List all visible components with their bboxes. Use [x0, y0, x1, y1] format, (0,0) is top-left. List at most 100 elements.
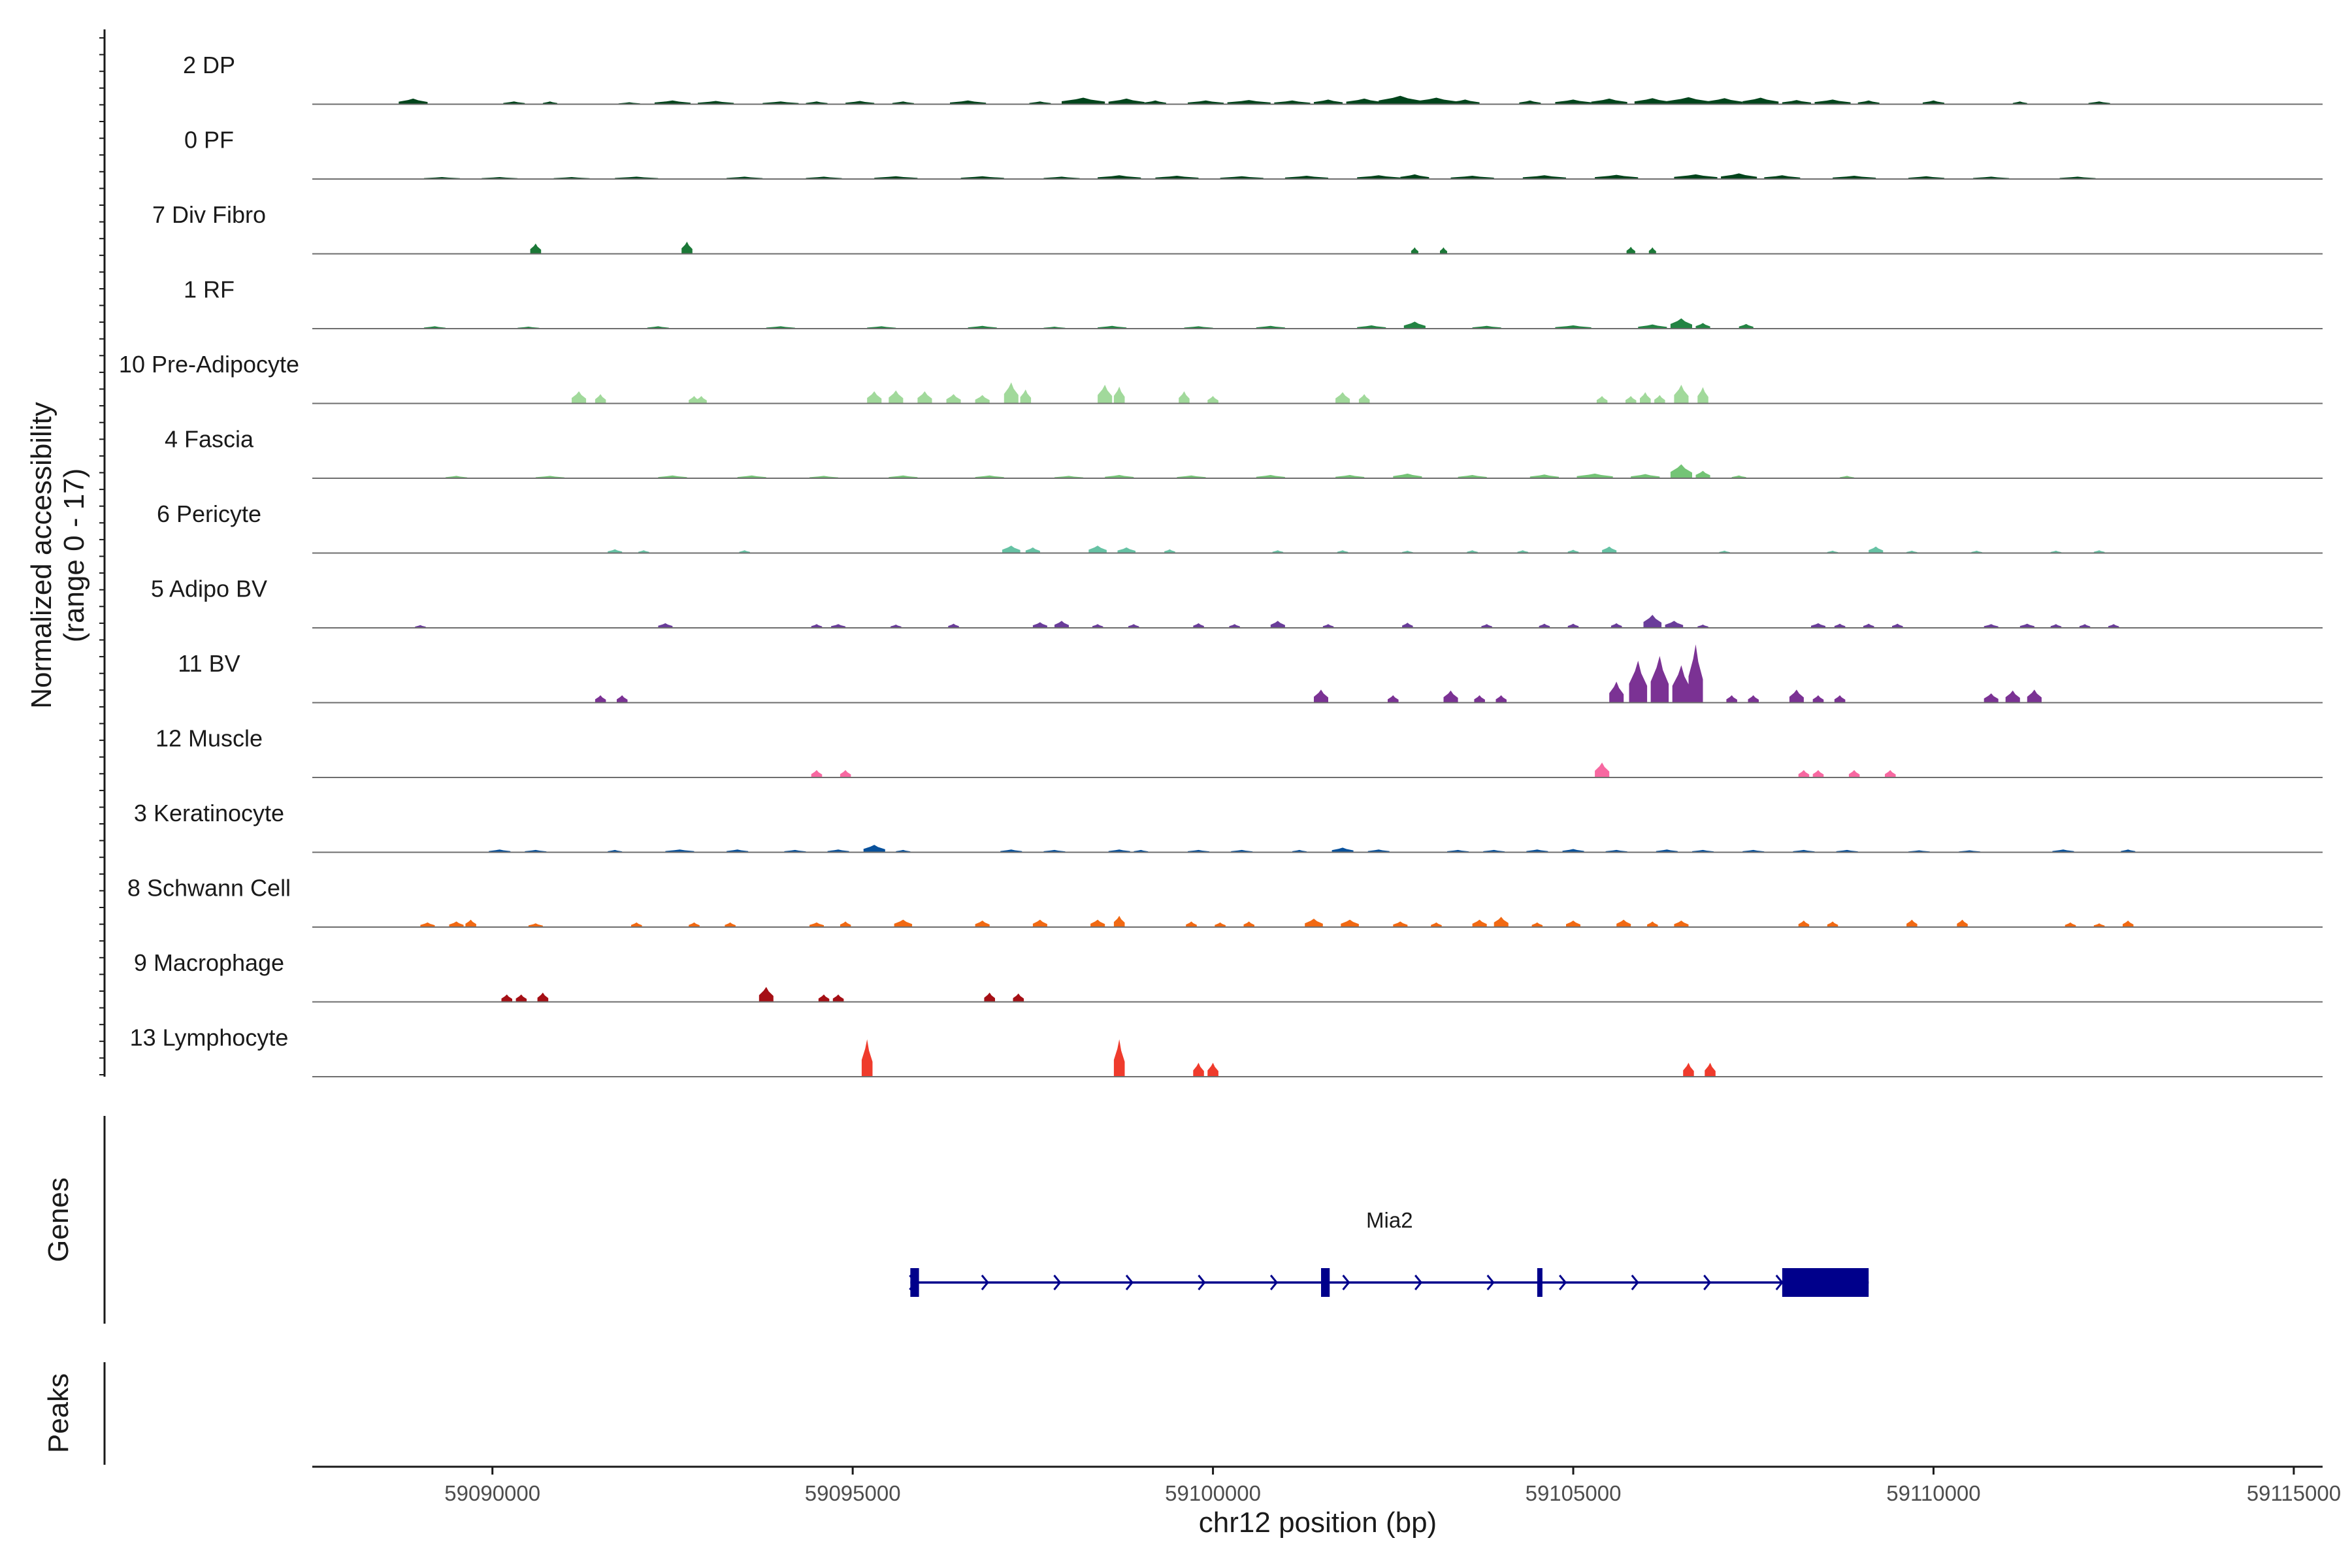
coverage-peak — [1906, 919, 1918, 927]
track-10: 3 Keratinocyte — [134, 800, 2323, 853]
coverage-peak — [1229, 624, 1240, 628]
track-label: 2 DP — [183, 52, 235, 78]
coverage-peak — [739, 550, 750, 553]
coverage-peak — [1164, 549, 1175, 553]
coverage-peak — [1472, 919, 1487, 927]
coverage-peak — [1648, 247, 1656, 254]
coverage-peak — [1314, 99, 1343, 105]
coverage-peak — [818, 994, 830, 1002]
coverage-peak — [2065, 922, 2076, 927]
strand-arrow — [1053, 1275, 1062, 1290]
coverage-peak — [892, 101, 914, 105]
track-label: 8 Schwann Cell — [127, 875, 291, 902]
coverage-peak — [631, 922, 642, 927]
coverage-peak — [1494, 917, 1509, 927]
coverage-peak — [465, 919, 476, 927]
coverage-peak — [1388, 695, 1399, 703]
coverage-peak — [2050, 624, 2062, 628]
gene-exon — [1537, 1268, 1543, 1297]
coverage-peak — [1656, 849, 1678, 853]
y-axis-ticks — [99, 37, 105, 1075]
strand-arrow — [1631, 1275, 1639, 1290]
x-axis: 59090000 59095000 59100000 59105000 59110000… — [312, 1465, 2341, 1539]
coverage-peak — [1531, 922, 1543, 927]
coverage-peak — [1256, 325, 1285, 329]
coverage-peak — [1305, 919, 1323, 927]
coverage-peak — [1414, 97, 1458, 105]
coverage-peak — [1105, 475, 1134, 478]
coverage-peak — [1243, 921, 1254, 927]
coverage-peak — [1467, 550, 1478, 553]
coverage-peak — [449, 921, 464, 927]
track-13: 13 Lymphocyte — [130, 1024, 2323, 1077]
coverage-peak — [1331, 847, 1354, 853]
coverage-peak — [1595, 174, 1639, 179]
coverage-peak — [894, 919, 913, 927]
coverage-peak — [1957, 919, 1968, 927]
coverage-peak — [1113, 915, 1125, 927]
coverage-peak — [608, 549, 623, 553]
track-label: 6 Pericyte — [157, 500, 261, 527]
coverage-peak — [1529, 474, 1559, 478]
coverage-peak — [1567, 623, 1579, 628]
coverage-peak — [689, 922, 700, 927]
gene-exon — [910, 1268, 919, 1297]
coverage-peak — [1025, 547, 1040, 553]
strand-arrow — [1414, 1275, 1423, 1290]
coverage-peak — [1814, 99, 1851, 105]
coverage-peak — [1731, 475, 1746, 478]
track-label: 9 Macrophage — [134, 949, 284, 976]
genes-track-label: Genes — [42, 1177, 74, 1262]
coverage-peak — [420, 922, 435, 927]
strand-arrow — [981, 1275, 989, 1290]
coverage-peak — [1522, 175, 1566, 179]
coverage-peak — [1643, 615, 1662, 628]
coverage-peak — [515, 994, 527, 1002]
coverage-peak — [2123, 921, 2134, 927]
track-0: 2 DP — [183, 52, 2323, 105]
track-label: 1 RF — [184, 276, 235, 303]
coverage-peak — [1634, 98, 1671, 105]
coverage-peak — [1848, 770, 1860, 777]
coverage-peak — [811, 624, 823, 628]
coverage-peak — [1672, 665, 1691, 703]
coverage-peak — [960, 176, 1004, 179]
coverage-peak — [1270, 621, 1285, 628]
coverage-peak — [2093, 923, 2105, 927]
coverage-peak — [840, 770, 851, 777]
coverage-peak — [1128, 624, 1139, 628]
coverage-peak — [1431, 922, 1442, 927]
coverage-peak — [1526, 849, 1548, 853]
coverage-peak — [1595, 762, 1610, 777]
coverage-peak — [658, 623, 673, 628]
coverage-peak — [1721, 173, 1757, 179]
coverage-peak — [968, 325, 997, 329]
coverage-peak — [1827, 921, 1838, 927]
coverage-peak — [1400, 174, 1429, 179]
coverage-peak — [572, 391, 587, 404]
track-label: 12 Muscle — [155, 725, 263, 752]
track-2: 7 Div Fibro — [152, 201, 2323, 255]
coverage-peak — [1908, 176, 1944, 179]
coverage-peak — [1440, 247, 1447, 254]
coverage-peak — [975, 395, 990, 404]
coverage-peak — [806, 101, 828, 105]
strand-arrow — [1125, 1275, 1134, 1290]
coverage-peak — [1002, 546, 1021, 553]
track-label: 4 Fascia — [165, 426, 254, 453]
coverage-peak — [1610, 623, 1622, 628]
coverage-peak — [1013, 993, 1024, 1002]
coverage-peak — [1984, 624, 1999, 628]
coverage-peak — [1346, 98, 1382, 105]
x-axis-title: chr12 position (bp) — [1199, 1507, 1437, 1539]
coverage-peak — [1004, 382, 1019, 404]
coverage-peak — [638, 550, 649, 553]
gene-exon — [1321, 1268, 1330, 1297]
coverage-peak — [1458, 475, 1487, 478]
coverage-peak — [1602, 546, 1617, 553]
coverage-peak — [1519, 100, 1541, 105]
coverage-peak — [1062, 97, 1105, 105]
coverage-peak — [948, 623, 959, 628]
